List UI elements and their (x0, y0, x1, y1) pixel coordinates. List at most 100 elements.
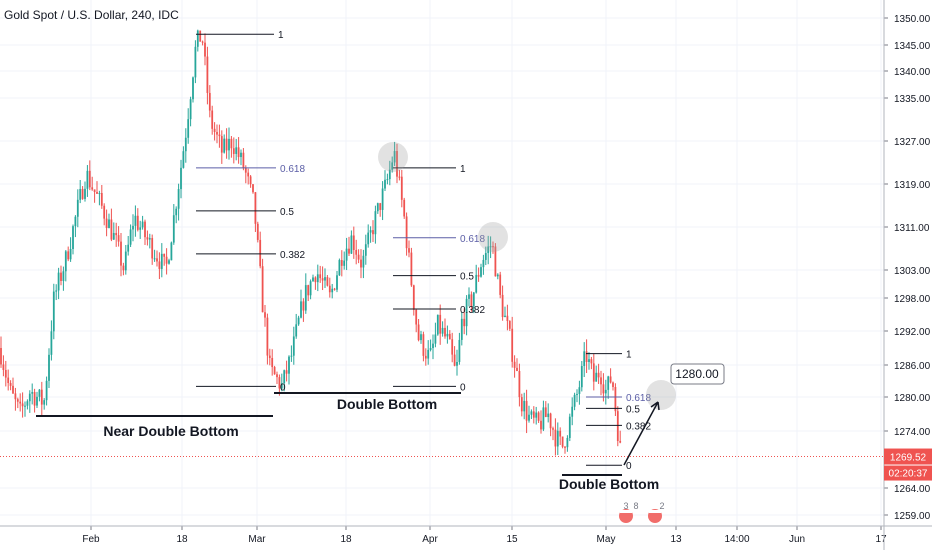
candle-body (175, 208, 178, 216)
candle (33, 388, 36, 413)
candle-body (285, 370, 288, 374)
candle (252, 184, 254, 194)
candle-body (345, 248, 348, 261)
candle-body (208, 92, 211, 111)
candle-body (391, 162, 394, 170)
countdown-label: 02:20:37 (889, 469, 928, 480)
candle (561, 436, 564, 449)
y-tick-label: 1319.00 (894, 180, 931, 191)
candle-body (105, 218, 108, 228)
candle-body (295, 324, 298, 337)
candle (468, 287, 470, 307)
candle-body (355, 249, 358, 255)
candle (184, 128, 187, 163)
candle (535, 406, 538, 425)
candle-body (458, 339, 461, 362)
candle-body (357, 254, 360, 260)
candle-body (48, 354, 50, 381)
candle-body (518, 371, 521, 398)
candle-body (372, 230, 374, 235)
candle-body (153, 258, 156, 260)
candle (343, 251, 346, 270)
candle-body (314, 277, 317, 283)
candle-body (266, 317, 269, 356)
chart-title: Gold Spot / U.S. Dollar, 240, IDC (4, 8, 179, 22)
candle-body (619, 440, 622, 443)
candle-body (96, 191, 98, 194)
candle-body (184, 137, 187, 152)
candle (216, 124, 218, 144)
candle (420, 330, 422, 344)
candle (403, 197, 406, 219)
candle (369, 226, 372, 243)
highlight-circle (378, 142, 408, 172)
candle-body (177, 189, 180, 209)
candle-body (134, 215, 137, 226)
candle-body (475, 274, 478, 293)
candle (556, 422, 559, 456)
y-tick-label: 1286.00 (894, 361, 931, 372)
current-price-label: 1269.52 (890, 453, 927, 464)
candle-body (160, 253, 163, 269)
candle (194, 40, 197, 84)
candle (55, 284, 58, 301)
candle-body (326, 277, 329, 286)
candle-body (7, 377, 10, 384)
candle (124, 244, 127, 275)
candle (386, 173, 389, 185)
candle-body (151, 238, 154, 259)
candle-body (52, 291, 55, 332)
candle (206, 46, 209, 105)
x-tick-label: Apr (422, 534, 438, 545)
candle-body (271, 357, 274, 368)
candle (266, 313, 269, 365)
candle (69, 237, 72, 262)
candle-body (535, 412, 538, 418)
candle (268, 348, 271, 366)
candle-body (254, 192, 257, 224)
candle (309, 279, 312, 300)
candle-body (232, 148, 235, 154)
candle-body (256, 223, 259, 240)
candle-body (331, 288, 334, 293)
candle-body (336, 275, 338, 290)
candle (492, 241, 494, 254)
candle (460, 311, 463, 346)
candle (120, 232, 122, 277)
candle-body (230, 138, 233, 149)
candle (60, 265, 62, 286)
candle-body (2, 364, 5, 370)
candle (583, 342, 586, 378)
candle (127, 235, 130, 256)
candle-body (580, 366, 583, 388)
candle (108, 213, 110, 229)
fib-label: 0 (280, 382, 286, 393)
candle-body (561, 436, 564, 447)
candle (446, 325, 449, 344)
candle-body (91, 187, 94, 190)
candle-body (477, 274, 480, 277)
candle-body (530, 411, 533, 415)
candle-body (261, 266, 264, 313)
fib-label: 0.5 (280, 207, 294, 218)
candle (360, 249, 362, 279)
candle-body (540, 420, 542, 430)
y-tick-label: 1264.00 (894, 484, 931, 495)
candle-body (228, 138, 230, 151)
candle-body (408, 248, 410, 253)
candle-body (206, 56, 209, 93)
candle (393, 141, 396, 166)
candle-body (122, 265, 125, 271)
x-tick-label: 15 (506, 534, 518, 545)
candle (4, 360, 7, 387)
candle-body (576, 393, 578, 395)
candle-body (434, 334, 437, 344)
candle-body (405, 216, 408, 249)
candle-body (453, 354, 456, 366)
candle (156, 250, 158, 267)
y-tick-label: 1280.00 (894, 393, 931, 404)
candle-body (427, 349, 430, 359)
target-callout-text: 1280.00 (675, 367, 719, 381)
